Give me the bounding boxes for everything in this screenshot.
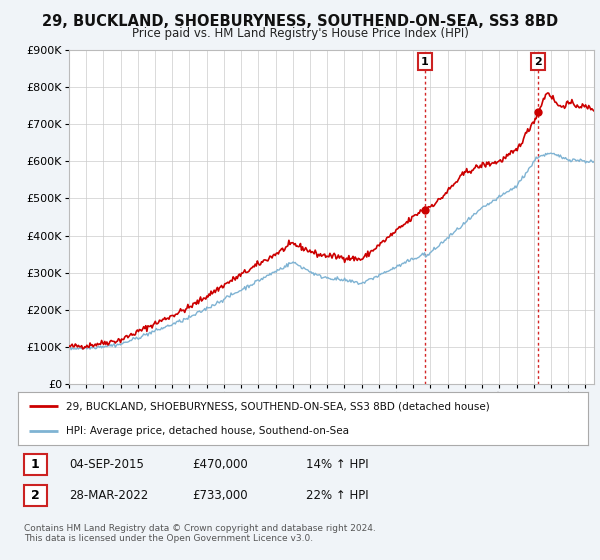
Text: 22% ↑ HPI: 22% ↑ HPI [306, 489, 368, 502]
Text: 29, BUCKLAND, SHOEBURYNESS, SOUTHEND-ON-SEA, SS3 8BD (detached house): 29, BUCKLAND, SHOEBURYNESS, SOUTHEND-ON-… [67, 402, 490, 412]
Text: 1: 1 [31, 458, 40, 472]
Text: 28-MAR-2022: 28-MAR-2022 [69, 489, 148, 502]
Text: 1: 1 [421, 57, 428, 67]
Text: Contains HM Land Registry data © Crown copyright and database right 2024.
This d: Contains HM Land Registry data © Crown c… [24, 524, 376, 543]
Text: 2: 2 [31, 489, 40, 502]
Text: 14% ↑ HPI: 14% ↑ HPI [306, 458, 368, 472]
Text: £733,000: £733,000 [192, 489, 248, 502]
Text: £470,000: £470,000 [192, 458, 248, 472]
Text: HPI: Average price, detached house, Southend-on-Sea: HPI: Average price, detached house, Sout… [67, 426, 349, 436]
Text: Price paid vs. HM Land Registry's House Price Index (HPI): Price paid vs. HM Land Registry's House … [131, 27, 469, 40]
Text: 29, BUCKLAND, SHOEBURYNESS, SOUTHEND-ON-SEA, SS3 8BD: 29, BUCKLAND, SHOEBURYNESS, SOUTHEND-ON-… [42, 14, 558, 29]
Text: 04-SEP-2015: 04-SEP-2015 [69, 458, 144, 472]
Text: 2: 2 [534, 57, 542, 67]
